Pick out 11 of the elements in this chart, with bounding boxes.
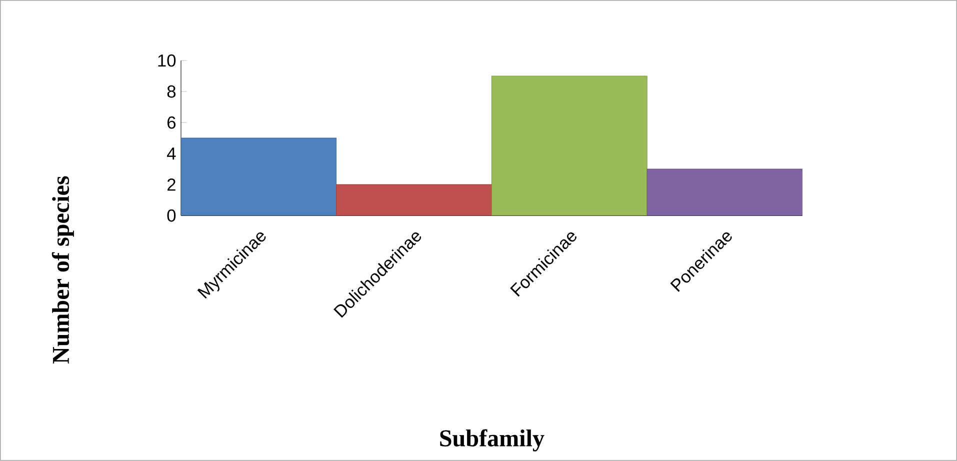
y-tick-label: 6 — [167, 116, 176, 129]
y-tick-label: 0 — [167, 209, 176, 222]
y-tick-label: 4 — [167, 148, 176, 160]
y-tick-label: 10 — [158, 54, 176, 67]
y-axis-title: Number of species — [52, 176, 74, 364]
bar — [491, 76, 648, 216]
bar — [336, 184, 492, 216]
y-tick-label: 8 — [167, 85, 176, 98]
bar — [180, 138, 337, 216]
x-axis-title: Subfamily — [440, 429, 544, 452]
y-tick-label: 2 — [167, 178, 176, 191]
